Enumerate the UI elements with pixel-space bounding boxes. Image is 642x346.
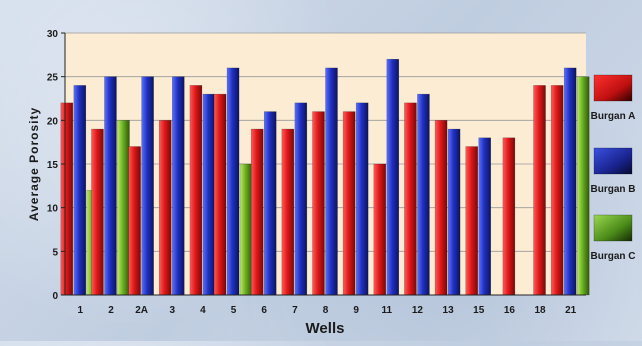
legend-label: Burgan A	[591, 111, 636, 122]
x-tick-label: 6	[261, 305, 267, 316]
x-tick-label: 16	[504, 305, 516, 316]
bars	[60, 58, 590, 296]
legend-swatch-burgan-b	[593, 147, 633, 175]
bar-burgan-b-well-13	[447, 128, 461, 296]
bar-burgan-b-well-6	[263, 111, 277, 296]
bar-burgan-a-well-12	[404, 102, 417, 296]
bar-burgan-a-well-16	[502, 137, 516, 296]
bar-burgan-a-well-2	[91, 128, 104, 296]
x-tick-label: 8	[323, 305, 329, 316]
bar-burgan-a-well-7	[281, 128, 295, 296]
bar-burgan-a-well-8	[312, 111, 325, 296]
bar-burgan-a-well-1	[60, 102, 74, 296]
legend-swatch-burgan-a	[593, 74, 633, 102]
bar-burgan-b-well-1	[73, 85, 87, 296]
bar-burgan-a-well-5	[213, 93, 227, 296]
bar-burgan-a-well-9	[342, 111, 356, 296]
legend-label: Burgan B	[591, 184, 636, 195]
bar-burgan-a-well-21	[550, 85, 564, 296]
bar-burgan-a-well-2a	[128, 146, 141, 296]
bar-burgan-b-well-12	[417, 93, 430, 296]
x-tick-label: 9	[353, 305, 359, 316]
bar-burgan-b-well-4	[202, 93, 216, 296]
bar-burgan-b-well-3	[172, 76, 185, 296]
x-ticks: 1 2 2A 3 4 5 6 7 8 9 11 12 13 15 16 18 21	[78, 305, 577, 316]
x-tick-label: 5	[231, 305, 237, 316]
bar-burgan-a-well-18	[533, 85, 546, 296]
bar-burgan-b-well-5	[226, 67, 240, 296]
bar-burgan-b-well-15	[478, 137, 491, 296]
bar-burgan-a-well-11	[373, 163, 387, 296]
y-tick-label: 15	[47, 160, 59, 171]
x-axis-label: Wells	[306, 320, 345, 337]
x-tick-label: 13	[443, 305, 455, 316]
bar-burgan-a-well-15	[465, 146, 478, 296]
y-tick-label: 30	[47, 29, 59, 40]
bar-burgan-b-well-2a	[141, 76, 154, 296]
x-tick-label: 21	[565, 305, 577, 316]
y-tick-label: 20	[47, 116, 59, 127]
bar-burgan-c-well-21	[576, 76, 590, 296]
y-tick-label: 10	[47, 204, 59, 215]
x-tick-label: 4	[200, 305, 206, 316]
x-tick-label: 18	[534, 305, 546, 316]
legend-swatch-burgan-c	[593, 214, 633, 242]
y-axis-label: Average Porosity	[27, 107, 41, 221]
y-ticks: 0 5 10 15 20 25 30	[47, 29, 65, 302]
y-tick-label: 0	[52, 291, 58, 302]
bar-burgan-b-well-2	[104, 76, 117, 296]
bar-burgan-b-well-7	[294, 102, 308, 296]
bar-burgan-b-well-8	[325, 67, 338, 296]
bar-burgan-a-well-13	[434, 120, 448, 296]
bar-burgan-c-well-5	[239, 163, 253, 296]
x-tick-label: 1	[78, 305, 84, 316]
y-tick-label: 5	[52, 247, 58, 258]
x-tick-label: 7	[292, 305, 298, 316]
x-tick-label: 3	[169, 305, 175, 316]
legend-label: Burgan C	[591, 251, 636, 262]
x-tick-label: 2A	[135, 305, 148, 316]
bar-burgan-a-well-6	[250, 128, 264, 296]
x-tick-label: 2	[108, 305, 114, 316]
bar-burgan-a-well-3	[159, 120, 172, 296]
x-tick-label: 11	[382, 305, 393, 316]
x-tick-label: 12	[412, 305, 424, 316]
bar-burgan-a-well-4	[189, 85, 203, 296]
x-tick-label: 15	[473, 305, 485, 316]
bar-burgan-b-well-11	[386, 58, 400, 296]
bar-burgan-c-well-2	[117, 120, 130, 296]
bar-burgan-b-well-9	[355, 102, 369, 296]
y-tick-label: 25	[47, 73, 59, 84]
bar-burgan-b-well-21	[563, 67, 577, 296]
legend: Burgan A Burgan B Burgan C	[591, 74, 636, 262]
